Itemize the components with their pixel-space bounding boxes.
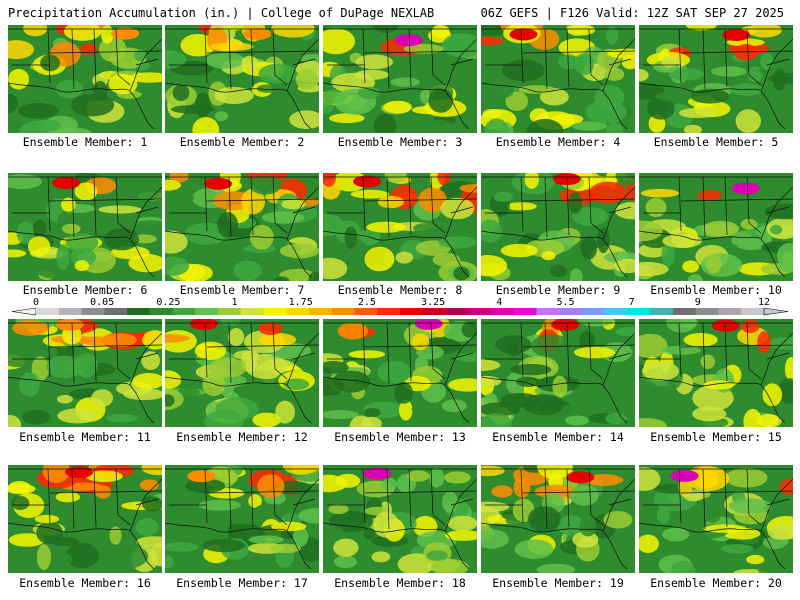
legend-tick-label: 0.25 [156,297,180,308]
legend-swatch [422,308,446,315]
legend-tick-label: 4 [496,297,502,308]
legend-swatch [604,308,628,315]
ensemble-member-caption: Ensemble Member: 16 [19,576,151,590]
legend-swatch [400,308,423,315]
ensemble-member-map [8,25,162,133]
legend-swatch [195,308,219,315]
legend-swatch [58,308,82,315]
ensemble-member-map [481,319,635,427]
ensemble-member-caption: Ensemble Member: 5 [653,135,779,149]
ensemble-member-caption: Ensemble Member: 2 [179,135,305,149]
legend-swatch [286,308,310,315]
legend-swatch [218,308,241,315]
legend-swatch [309,308,332,315]
ensemble-member-map [323,25,477,133]
legend-swatch [650,308,674,315]
chart-title: Precipitation Accumulation (in.) | Colle… [8,6,435,20]
ensemble-member-caption: Ensemble Member: 4 [495,135,621,149]
legend-swatch [149,308,173,315]
color-scale-legend: 0 0.05 0.25 1 1.75 2.5 3.25 4 5.5 7 9 12 [11,297,789,316]
legend-swatch [354,308,378,315]
legend-swatch [673,308,696,315]
ensemble-member-map [165,319,319,427]
ensemble-member-map [481,25,635,133]
ensemble-member-caption: Ensemble Member: 13 [334,430,466,444]
ensemble-member-map [165,25,319,133]
legend-swatch [491,308,514,315]
legend-tick-label: 0 [33,297,39,308]
legend-swatch [36,308,59,315]
ensemble-member-caption: Ensemble Member: 7 [179,283,305,297]
ensemble-member-caption: Ensemble Member: 9 [495,283,621,297]
ensemble-member-caption: Ensemble Member: 18 [334,576,466,590]
ensemble-member-caption: Ensemble Member: 19 [492,576,624,590]
legend-tick-label: 1.75 [289,297,313,308]
legend-tick-label: 1 [231,297,237,308]
legend-swatch [582,308,605,315]
legend-swatch [468,308,492,315]
legend-swatch [104,308,128,315]
legend-tick-label: 7 [629,297,635,308]
legend-swatch [627,308,651,315]
ensemble-member-map [8,319,162,427]
legend-tick-label: 12 [758,297,770,308]
ensemble-member-map [639,319,793,427]
ensemble-member-map [323,173,477,281]
legend-tick-label: 2.5 [358,297,376,308]
ensemble-member-map [481,173,635,281]
ensemble-member-caption: Ensemble Member: 10 [650,283,782,297]
ensemble-member-caption: Ensemble Member: 15 [650,430,782,444]
ensemble-member-map [8,465,162,573]
ensemble-member-map [323,465,477,573]
legend-swatch [536,308,560,315]
ensemble-member-map [639,465,793,573]
ensemble-member-caption: Ensemble Member: 11 [19,430,151,444]
ensemble-member-caption: Ensemble Member: 14 [492,430,624,444]
legend-swatch [263,308,287,315]
ensemble-member-map [8,173,162,281]
ensemble-member-caption: Ensemble Member: 20 [650,576,782,590]
legend-max-arrow [763,307,789,316]
legend-tick-label: 5.5 [556,297,574,308]
legend-swatch [445,308,469,315]
legend-tick-label: 3.25 [421,297,445,308]
ensemble-member-caption: Ensemble Member: 17 [176,576,308,590]
legend-swatch [331,308,355,315]
legend-swatch [81,308,105,315]
ensemble-member-caption: Ensemble Member: 1 [22,135,148,149]
legend-swatch [513,308,537,315]
ensemble-member-caption: Ensemble Member: 8 [337,283,463,297]
ensemble-member-map [323,319,477,427]
valid-time-label: 06Z GEFS | F126 Valid: 12Z SAT SEP 27 20… [480,6,784,20]
legend-swatch [377,308,401,315]
legend-swatch [559,308,583,315]
ensemble-member-map [165,465,319,573]
ensemble-member-map [639,173,793,281]
ensemble-member-caption: Ensemble Member: 6 [22,283,148,297]
ensemble-member-caption: Ensemble Member: 3 [337,135,463,149]
legend-tick-label: 0.05 [90,297,114,308]
legend-swatch [741,308,765,315]
ensemble-member-map [165,173,319,281]
legend-min-arrow [11,307,37,316]
legend-swatch [695,308,719,315]
legend-swatch [127,308,150,315]
legend-swatch [240,308,264,315]
legend-tick-label: 9 [695,297,701,308]
legend-swatch [718,308,742,315]
ensemble-member-map [481,465,635,573]
ensemble-member-map [639,25,793,133]
legend-swatch [172,308,196,315]
ensemble-member-caption: Ensemble Member: 12 [176,430,308,444]
